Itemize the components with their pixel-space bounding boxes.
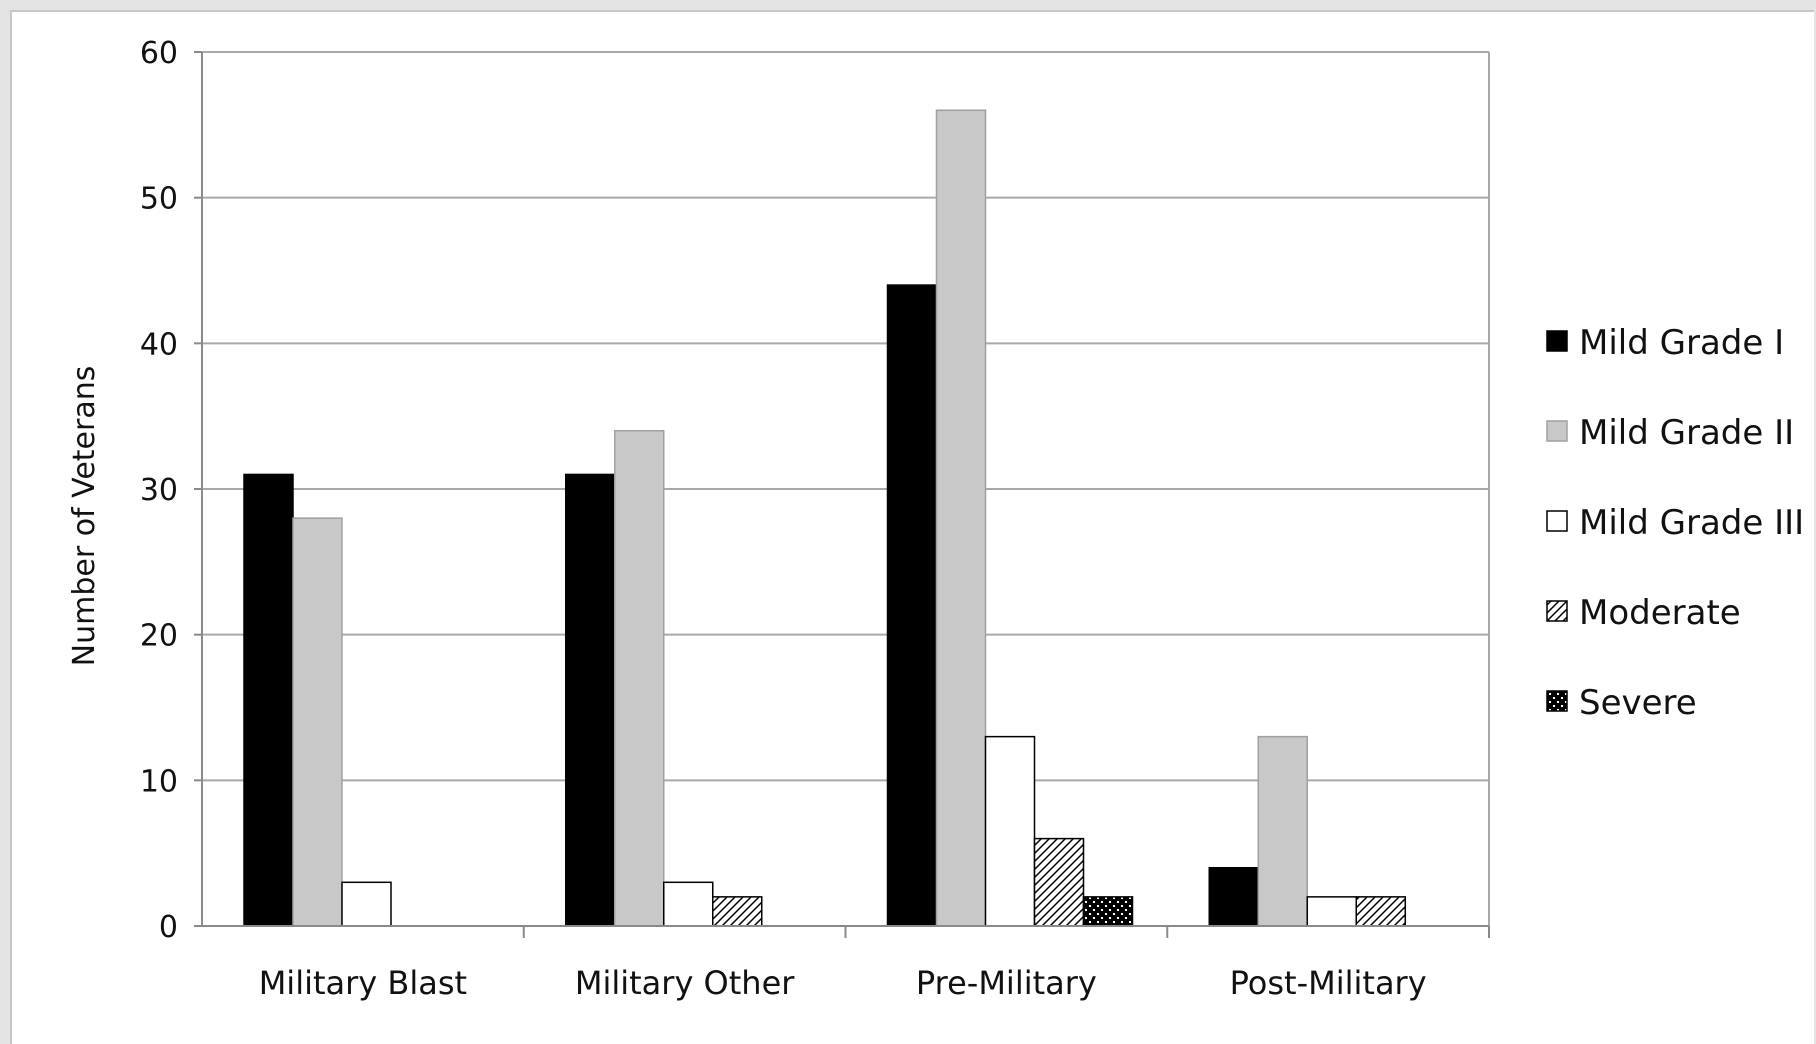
x-category-label: Military Blast [259,964,467,1002]
bar [292,517,343,927]
y-tick-label: 50 [140,182,178,217]
bar [984,735,1036,927]
bar [243,473,294,927]
bars [243,109,1406,927]
chart-frame: 0 10 20 30 40 50 60 Military Blast Military Othe… [10,10,1814,1044]
legend-swatch [1546,420,1568,442]
legend-swatch [1546,690,1568,712]
bar [1306,896,1357,927]
bar [935,109,987,927]
y-tick-label: 60 [140,36,178,71]
y-tick-label: 0 [159,910,178,945]
legend-label: Mild Grade II [1579,413,1794,453]
y-tick-label: 20 [140,619,178,654]
axes: 0 10 20 30 40 50 60 Military Blast Military Othe… [140,36,1490,1002]
bar [614,429,665,927]
legend-swatch [1546,330,1568,352]
gridlines [202,51,1490,926]
y-axis-title: Number of Veterans [67,366,102,667]
x-category-label: Pre-Military [916,964,1097,1002]
x-category-label: Military Other [575,964,795,1002]
legend-label: Mild Grade III [1579,503,1804,543]
bar [712,896,763,927]
bar [1208,866,1259,927]
bar [1355,896,1406,927]
legend-label: Mild Grade I [1579,323,1784,363]
bar [341,881,392,927]
y-tick-label: 40 [140,327,178,362]
bar [886,284,938,927]
bar [663,881,714,927]
legend: Mild Grade I Mild Grade II Mild Grade III M… [1546,323,1804,723]
legend-label: Severe [1579,683,1697,723]
legend-label: Moderate [1579,593,1741,633]
y-tick-label: 10 [140,764,178,799]
legend-swatch [1546,510,1568,532]
bar [1257,735,1308,927]
legend-swatch [1546,600,1568,622]
bar [1082,896,1134,927]
y-tick-label: 30 [140,473,178,508]
x-category-label: Post-Military [1230,964,1427,1002]
bar [565,473,616,927]
bar-chart: 0 10 20 30 40 50 60 Military Blast Military Othe… [67,36,1804,1002]
bar [1033,837,1085,927]
